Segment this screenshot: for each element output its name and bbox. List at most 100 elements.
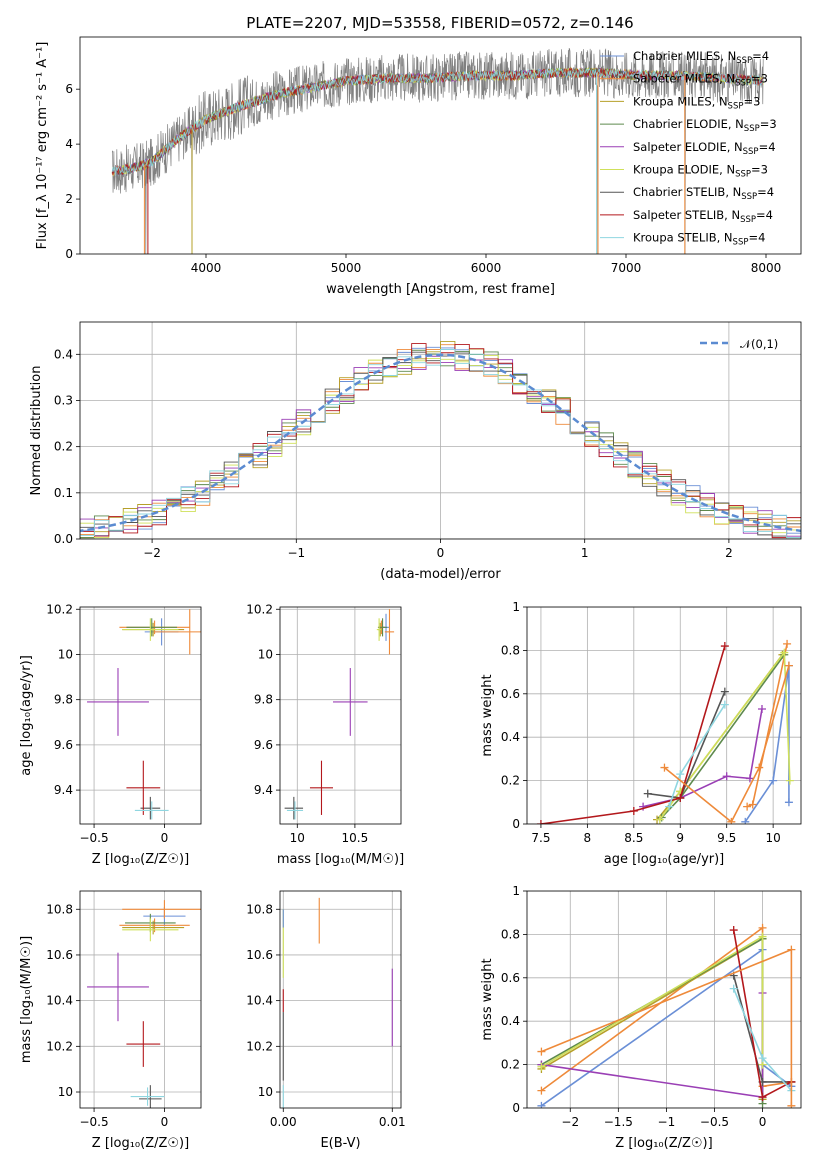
y-tick-label: 10.4 bbox=[46, 994, 73, 1008]
y-tick-label: 1 bbox=[512, 600, 520, 614]
x-tick-label: 9.5 bbox=[717, 831, 736, 845]
plot-area-residuals bbox=[80, 322, 801, 539]
x-tick-label: −1 bbox=[287, 546, 305, 560]
y-tick-label: 0.2 bbox=[501, 774, 520, 788]
legend-value: =4 bbox=[759, 140, 776, 154]
legend-label: Salpeter MILES, NSSP=3 bbox=[633, 72, 768, 89]
legend-subscript: SSP bbox=[744, 124, 760, 134]
legend-value: =4 bbox=[752, 49, 769, 63]
weight-series-0 bbox=[744, 665, 790, 823]
legend-subscript: SSP bbox=[740, 215, 756, 225]
weight-point bbox=[784, 661, 793, 670]
axes-frame bbox=[526, 606, 802, 825]
x-tick-label: −2 bbox=[561, 1115, 579, 1129]
x-tick-label: 0 bbox=[759, 1115, 767, 1129]
x-tick-label: 0 bbox=[437, 546, 445, 560]
weight-point bbox=[537, 1101, 546, 1108]
legend-subscript: SSP bbox=[741, 192, 757, 202]
y-tick-label: 0 bbox=[512, 1101, 520, 1115]
y-tick-label: 10.6 bbox=[46, 948, 73, 962]
weight-point bbox=[643, 789, 652, 798]
weight-series-9 bbox=[663, 665, 790, 824]
x-tick-label: 0 bbox=[161, 831, 169, 845]
x-tick-label: 7000 bbox=[611, 261, 642, 275]
weight-point bbox=[787, 1101, 796, 1108]
y-tick-label: 2 bbox=[65, 192, 73, 206]
y-tick-label: 0.1 bbox=[54, 486, 73, 500]
weight-point bbox=[741, 817, 750, 824]
x-tick-label: 7.5 bbox=[531, 831, 550, 845]
panel-mass_weight_vs_age: 7.5 8 8.5 9 9.5 10 0 0.2 0.4 0.6 0.8 1 age [log₁₀(ag… bbox=[480, 600, 802, 867]
y-axis-label: Flux [f_λ 10⁻¹⁷ erg cm⁻² s⁻¹ A⁻¹] bbox=[35, 42, 50, 250]
y-tick-label: 0.4 bbox=[54, 347, 73, 361]
x-axis-label: E(B-V) bbox=[320, 1136, 360, 1151]
y-tick-label: 0.6 bbox=[501, 687, 520, 701]
legend-value: =4 bbox=[756, 208, 773, 222]
x-tick-label: 0.01 bbox=[379, 1115, 406, 1129]
weight-point bbox=[748, 800, 757, 809]
legend-label: Kroupa STELIB, NSSP=4 bbox=[633, 231, 765, 248]
x-axis-label: Z [log₁₀(Z/Z☉)] bbox=[92, 852, 189, 867]
x-tick-label: −0.5 bbox=[700, 1115, 729, 1129]
panel-age_vs_mass: 10 10.5 9.4 9.6 9.8 10 10.2 mass [log₁₀(M/M☉)] bbox=[246, 602, 404, 867]
legend-text: Kroupa ELODIE, N bbox=[633, 163, 735, 177]
weight-point bbox=[537, 1086, 546, 1095]
x-tick-label: 0.00 bbox=[270, 1115, 297, 1129]
x-tick-label: 5000 bbox=[331, 261, 362, 275]
weight-point bbox=[757, 704, 766, 713]
y-axis-label: mass weight bbox=[480, 674, 495, 756]
weight-point bbox=[537, 1047, 546, 1056]
panel-mass_weight_vs_Z: −2 −1.5 −1 −0.5 0 0 0.2 0.4 0.6 0.8 1 Z [log₁₀(Z/Z☉… bbox=[480, 884, 802, 1151]
weight-point bbox=[745, 774, 754, 783]
legend-text: Salpeter ELODIE, N bbox=[633, 140, 743, 154]
weight-point bbox=[720, 700, 729, 709]
legend-value: =4 bbox=[757, 185, 774, 199]
x-tick-label: 8.5 bbox=[624, 831, 643, 845]
legend-text: Salpeter STELIB, N bbox=[633, 208, 740, 222]
legend-value: =4 bbox=[748, 231, 765, 245]
y-tick-label: 9.8 bbox=[54, 693, 73, 707]
plot-area-mass_vs_ebv bbox=[280, 891, 401, 1108]
plot-area-age_vs_Z bbox=[80, 607, 201, 824]
x-axis-label: Z [log₁₀(Z/Z☉)] bbox=[92, 1136, 189, 1151]
weight-point bbox=[785, 776, 794, 785]
y-tick-label: 10.4 bbox=[246, 994, 273, 1008]
legend-value: =3 bbox=[760, 117, 777, 131]
panel-spectrum: 4000 5000 6000 7000 8000 0 2 4 6 wavelength [Angs… bbox=[35, 36, 802, 297]
axes-frame bbox=[79, 606, 202, 825]
y-tick-label: 10 bbox=[58, 1085, 73, 1099]
weight-point bbox=[758, 1093, 767, 1102]
weight-point bbox=[787, 945, 796, 954]
x-tick-label: 10 bbox=[290, 831, 305, 845]
weight-point bbox=[780, 648, 789, 657]
y-tick-label: 10.2 bbox=[46, 1039, 73, 1053]
legend-subscript: SSP bbox=[735, 79, 751, 89]
axes-frame bbox=[79, 36, 802, 255]
legend-text: Chabrier STELIB, N bbox=[633, 185, 741, 199]
gaussian-curve bbox=[80, 353, 801, 533]
y-tick-label: 0 bbox=[512, 817, 520, 831]
legend-text: Kroupa STELIB, N bbox=[633, 231, 733, 245]
plot-area-mass_vs_Z bbox=[80, 891, 201, 1108]
legend-label: Kroupa MILES, NSSP=3 bbox=[633, 94, 760, 111]
x-tick-label: 10.5 bbox=[342, 831, 369, 845]
x-tick-label: 8000 bbox=[751, 261, 782, 275]
legend-text: Kroupa MILES, N bbox=[633, 94, 728, 108]
axes-frame bbox=[79, 890, 202, 1109]
weight-series-7 bbox=[540, 645, 726, 824]
legend-text: Chabrier ELODIE, N bbox=[633, 117, 744, 131]
x-axis-label: age [log₁₀(age/yr)] bbox=[604, 852, 725, 867]
weight-series-5 bbox=[541, 935, 764, 1068]
y-axis-label: age [log₁₀(age/yr)] bbox=[19, 655, 34, 776]
weight-series-2 bbox=[541, 937, 764, 1100]
plot-area-age_vs_mass bbox=[280, 607, 401, 824]
legend-value: =3 bbox=[743, 94, 760, 108]
x-tick-label: −2 bbox=[143, 546, 161, 560]
x-axis-label: Z [log₁₀(Z/Z☉)] bbox=[615, 1136, 712, 1151]
weight-point bbox=[639, 802, 648, 811]
weight-point bbox=[676, 793, 685, 802]
y-tick-label: 9.6 bbox=[54, 738, 73, 752]
